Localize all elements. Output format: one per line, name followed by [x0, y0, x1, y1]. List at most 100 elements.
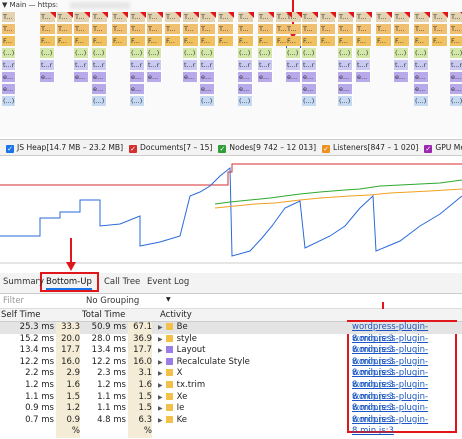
flame-event[interactable]: t...r — [356, 60, 371, 70]
flame-event[interactable]: t...r — [183, 60, 198, 70]
flame-event[interactable]: T... — [286, 24, 302, 34]
flame-event[interactable]: (...) — [286, 48, 301, 58]
flame-event[interactable]: (...) — [414, 48, 429, 58]
expand-arrow[interactable]: ▶ — [158, 335, 163, 343]
flame-event[interactable]: (...) — [338, 96, 353, 106]
flame-event[interactable]: (...) — [238, 48, 253, 58]
flame-event[interactable]: T... — [450, 12, 462, 22]
flame-event[interactable]: (...) — [2, 48, 16, 58]
flame-event[interactable]: t...r — [74, 60, 89, 70]
flame-event[interactable]: (...) — [414, 96, 429, 106]
flame-event[interactable]: (...) — [450, 48, 462, 58]
filter-input[interactable]: Filter — [3, 296, 25, 306]
table-row[interactable]: 0.9 ms1.2 %1.1 ms1.5 %▶Iewordpress-plugi… — [0, 403, 462, 427]
flame-event[interactable]: F... — [200, 36, 216, 46]
expand-arrow[interactable]: ▶ — [158, 370, 163, 378]
source-link[interactable]: wordpress-plugin-8.min.js:3 — [352, 333, 429, 356]
flame-event[interactable]: F... — [414, 36, 430, 46]
flame-event[interactable]: T... — [218, 24, 234, 34]
flame-event[interactable]: (...) — [92, 96, 107, 106]
flame-event[interactable]: T... — [130, 24, 146, 34]
flame-event[interactable]: F... — [286, 36, 302, 46]
flame-event[interactable]: e... — [414, 72, 429, 82]
flame-event[interactable]: (...) — [302, 96, 317, 106]
flame-event[interactable]: e... — [92, 84, 107, 94]
flame-event[interactable]: T... — [147, 24, 163, 34]
flame-event[interactable]: e... — [238, 84, 253, 94]
flame-event[interactable]: T... — [320, 24, 336, 34]
counter-toggle[interactable]: ✓ Listeners[847 – 1 020] — [316, 143, 418, 153]
table-row[interactable]: 1.1 ms1.5 %1.1 ms1.5 %▶Xewordpress-plugi… — [0, 391, 462, 415]
flame-event[interactable]: F... — [376, 36, 392, 46]
flame-event[interactable]: T... — [92, 24, 108, 34]
flame-event[interactable]: e... — [450, 84, 462, 94]
flame-event[interactable]: e... — [238, 72, 253, 82]
flame-event[interactable]: F... — [450, 36, 462, 46]
checkbox[interactable]: ✓ — [424, 145, 433, 153]
column-header[interactable]: Self Time — [1, 310, 41, 320]
flame-event[interactable]: T... — [40, 24, 56, 34]
flame-event[interactable]: (...) — [74, 48, 89, 58]
flame-event[interactable]: (...) — [394, 48, 409, 58]
flame-event[interactable]: t...r — [2, 60, 16, 70]
flame-event[interactable]: F... — [112, 36, 128, 46]
flame-event[interactable]: T... — [57, 24, 73, 34]
source-link[interactable]: wordpress-plugin-8.min.js:3 — [352, 356, 429, 379]
source-link[interactable]: wordpress-plugin-8.min.js:3 — [352, 391, 429, 414]
flame-event[interactable]: t...r — [40, 60, 55, 70]
flame-event[interactable]: t...r — [414, 60, 429, 70]
flame-event[interactable]: (...) — [92, 48, 107, 58]
flame-event[interactable]: T... — [112, 24, 128, 34]
flame-event[interactable]: e... — [200, 72, 215, 82]
counter-toggle[interactable]: ✓ JS Heap[14.7 MB – 23.2 MB] — [0, 143, 123, 153]
checkbox[interactable]: ✓ — [218, 145, 227, 153]
source-link[interactable]: wordpress-plugin-8.min.js:3 — [352, 403, 429, 425]
source-link[interactable]: wordpress-plugin-8.min.js:3 — [352, 380, 429, 402]
flame-event[interactable]: T... — [394, 24, 410, 34]
expand-arrow[interactable]: ▶ — [158, 382, 163, 389]
grouping-select[interactable]: No Grouping — [86, 296, 140, 306]
checkbox[interactable]: ✓ — [129, 145, 138, 153]
flame-event[interactable]: e... — [74, 72, 89, 82]
tab[interactable]: Event Log — [147, 277, 190, 287]
flame-event[interactable]: F... — [40, 36, 56, 46]
flame-event[interactable]: e... — [200, 84, 215, 94]
flame-event[interactable]: e... — [356, 72, 371, 82]
flame-event[interactable]: (...) — [183, 48, 198, 58]
flame-event[interactable]: T... — [450, 24, 462, 34]
flame-event[interactable]: (...) — [302, 48, 317, 58]
flame-event[interactable]: t...r — [338, 60, 353, 70]
counter-toggle[interactable]: ✓GPU Memory — [418, 143, 462, 153]
table-row[interactable]: 1.2 ms1.6 %1.2 ms1.6 %▶tx.trimwordpress-… — [0, 380, 462, 404]
flame-event[interactable]: e... — [302, 72, 317, 82]
flame-event[interactable]: e... — [2, 72, 16, 82]
flame-event[interactable]: T... — [238, 24, 254, 34]
counter-toggle[interactable]: ✓ Nodes[9 742 – 12 013] — [212, 143, 316, 153]
flame-event[interactable]: T... — [2, 12, 16, 22]
flame-event[interactable]: (...) — [200, 48, 215, 58]
flame-event[interactable]: t...r — [147, 60, 162, 70]
flame-event[interactable]: F... — [432, 36, 448, 46]
table-row[interactable]: 0.7 ms 0.9 % 4.8 ms 6.3 % ▶ Ke wordpress-plugi… — [0, 414, 462, 438]
source-link[interactable]: wordpress-plugin-8.min.js:3 — [352, 414, 429, 437]
flame-event[interactable]: T... — [74, 24, 90, 34]
flame-event[interactable]: F... — [2, 36, 16, 46]
tab[interactable]: Call Tree — [104, 277, 141, 287]
flame-event[interactable]: T... — [258, 24, 274, 34]
table-row[interactable]: 2.2 ms2.9 %2.3 ms3.1 %▶Xwordpress-plugin… — [0, 368, 462, 392]
flame-event[interactable]: F... — [165, 36, 181, 46]
flame-event[interactable]: (...) — [2, 96, 16, 106]
flame-event[interactable]: e... — [302, 84, 317, 94]
flame-event[interactable]: t...r — [302, 60, 317, 70]
flame-event[interactable]: (...) — [338, 48, 353, 58]
flame-event[interactable]: T... — [200, 24, 216, 34]
flame-event[interactable]: t...r — [286, 60, 301, 70]
flame-event[interactable]: F... — [130, 36, 146, 46]
flame-event[interactable]: e... — [130, 72, 145, 82]
flame-event[interactable]: F... — [394, 36, 410, 46]
flame-event[interactable]: T... — [302, 24, 318, 34]
flame-event[interactable]: e... — [92, 72, 107, 82]
